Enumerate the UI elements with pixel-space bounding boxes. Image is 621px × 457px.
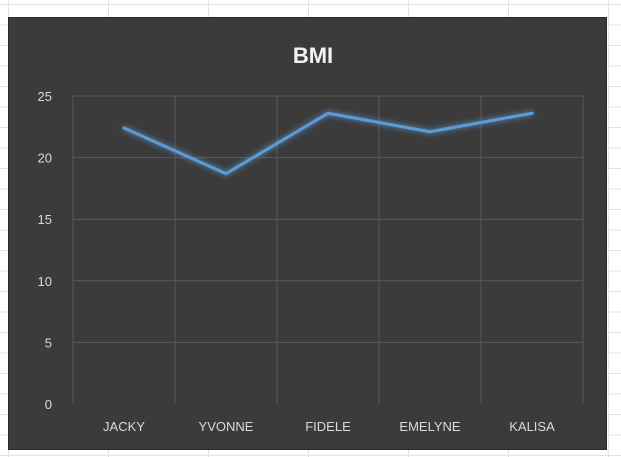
gridlines [72, 95, 584, 404]
series-layer [122, 111, 534, 176]
y-tick-label: 15 [38, 212, 52, 227]
y-axis: 0 5 10 15 20 25 [38, 89, 52, 412]
x-category-label: FIDELE [305, 419, 351, 434]
data-point [122, 126, 126, 130]
chart-area[interactable] [8, 17, 607, 450]
y-tick-label: 5 [45, 335, 52, 350]
x-category-label: KALISA [509, 419, 555, 434]
x-category-label: JACKY [103, 419, 145, 434]
data-point [428, 130, 432, 134]
data-point [326, 111, 330, 115]
data-point [224, 172, 228, 176]
series-line [122, 111, 534, 176]
x-category-label: EMELYNE [399, 419, 460, 434]
data-point [530, 111, 534, 115]
y-tick-label: 20 [38, 151, 52, 166]
x-axis: JACKY YVONNE FIDELE EMELYNE KALISA [103, 419, 555, 434]
y-tick-label: 25 [38, 89, 52, 104]
x-category-label: YVONNE [199, 419, 254, 434]
y-tick-label: 10 [38, 274, 52, 289]
y-tick-label: 0 [45, 397, 52, 412]
chart-title: BMI [293, 43, 333, 68]
